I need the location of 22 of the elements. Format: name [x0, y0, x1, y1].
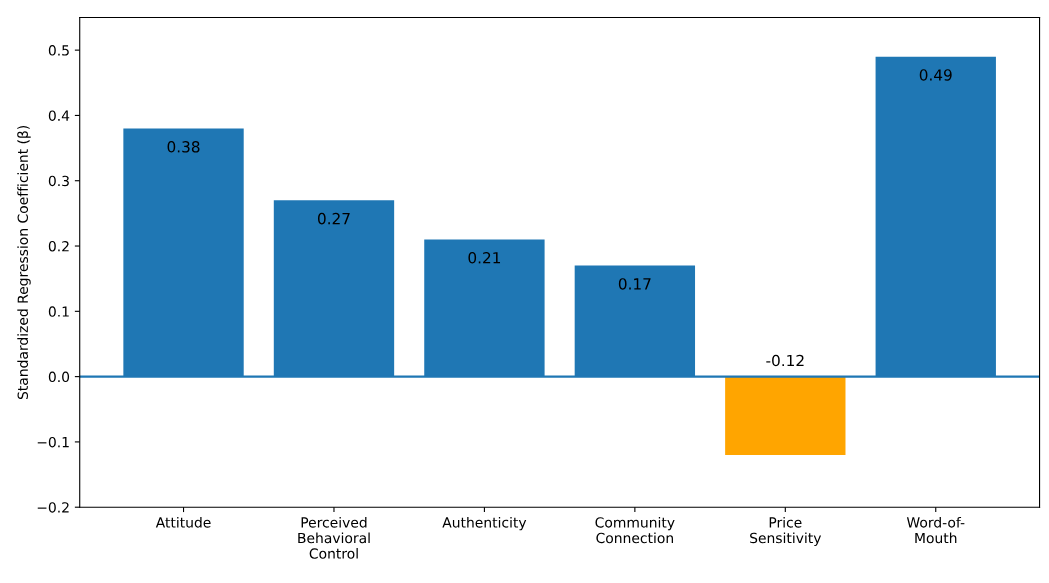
data-label: -0.12 — [766, 354, 804, 367]
x-tick-label: Price Sensitivity — [750, 516, 822, 546]
x-tick-label: Word-of- Mouth — [906, 516, 965, 544]
x-tick-label: Perceived Behavioral Control — [298, 516, 370, 559]
x-tick-label: Authenticity — [442, 516, 527, 531]
x-tick-label: Attitude — [155, 516, 211, 528]
y-tick-label: −0.2 — [37, 502, 69, 513]
data-label: 0.49 — [919, 69, 952, 81]
data-label: 0.27 — [317, 212, 350, 225]
y-tick-label: 0.0 — [48, 371, 70, 383]
y-axis-title: Standardized Regression Coefficient (β) — [17, 125, 31, 400]
y-tick-label: 0.1 — [48, 306, 69, 317]
y-tick-label: 0.5 — [48, 45, 69, 56]
y-tick-label: 0.2 — [48, 240, 69, 252]
y-tick-label: −0.1 — [37, 436, 69, 448]
data-label: 0.17 — [618, 278, 651, 290]
y-tick-label: 0.4 — [48, 110, 70, 121]
y-tick-label: 0.3 — [48, 175, 69, 187]
data-label: 0.21 — [468, 252, 501, 264]
data-label: 0.38 — [167, 141, 200, 153]
bar — [725, 376, 846, 455]
x-tick-label: Community Connection — [595, 516, 675, 544]
